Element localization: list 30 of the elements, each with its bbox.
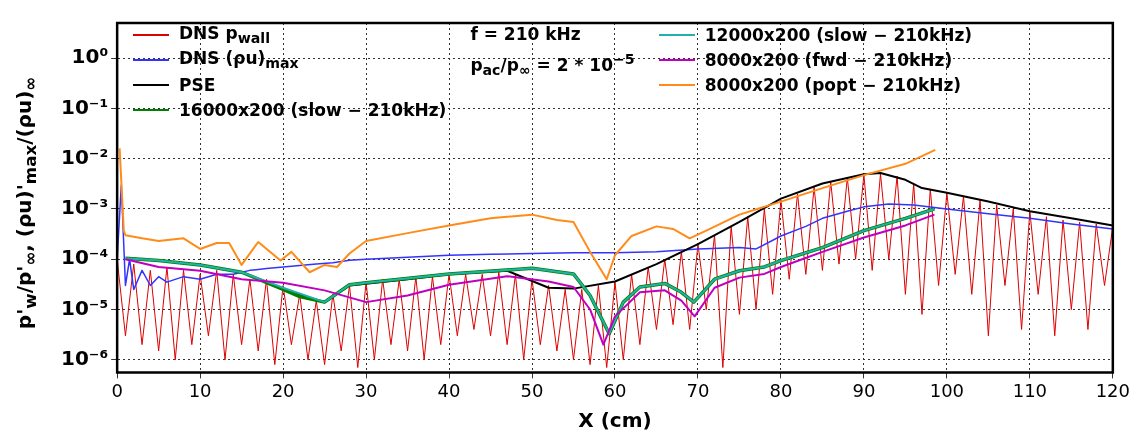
- x-tick-label: 90: [852, 379, 876, 401]
- y-tick-label: 10⁻¹: [60, 94, 109, 119]
- x-axis-title: X (cm): [578, 408, 652, 433]
- x-tick-label: 80: [769, 379, 793, 401]
- legend-label: 8000x200 (fwd − 210kHz): [704, 49, 953, 70]
- legend-label: 12000x200 (slow − 210kHz): [704, 24, 973, 45]
- legend-label: DNS p$_{wall}$: [179, 22, 271, 47]
- x-tick-label: 100: [929, 379, 965, 401]
- legend-label: PSE: [179, 74, 216, 95]
- x-tick-label: 30: [354, 379, 378, 401]
- y-tick-label: 10⁰: [71, 44, 109, 69]
- y-tick-label: 10⁻⁶: [60, 345, 109, 370]
- y-tick-label: 10⁻⁵: [60, 295, 109, 320]
- x-tick-label: 60: [603, 379, 627, 401]
- y-tick-label: 10⁻⁴: [60, 245, 109, 270]
- y-tick-label: 10⁻³: [60, 195, 109, 220]
- x-tick-label: 20: [271, 379, 295, 401]
- legend-label: 16000x200 (slow − 210kHz): [179, 99, 447, 120]
- x-tick-label: 10: [188, 379, 212, 401]
- x-tick-label: 0: [111, 379, 123, 401]
- x-tick-label: 70: [686, 379, 710, 401]
- legend-label: DNS (ρu)$_{max}$: [179, 47, 299, 72]
- x-tick-label: 50: [520, 379, 544, 401]
- x-tick-label: 110: [1012, 379, 1048, 401]
- y-tick-label: 10⁻²: [60, 144, 109, 169]
- legend-label: 8000x200 (popt − 210kHz): [704, 74, 962, 95]
- x-tick-label: 120: [1095, 379, 1130, 401]
- annotation: p$_{ac}$/p$_{∞}$ = 2 * 10$^{−5}$: [470, 50, 635, 79]
- annotation: f = 210 kHz: [470, 23, 582, 46]
- x-tick-label: 40: [437, 379, 461, 401]
